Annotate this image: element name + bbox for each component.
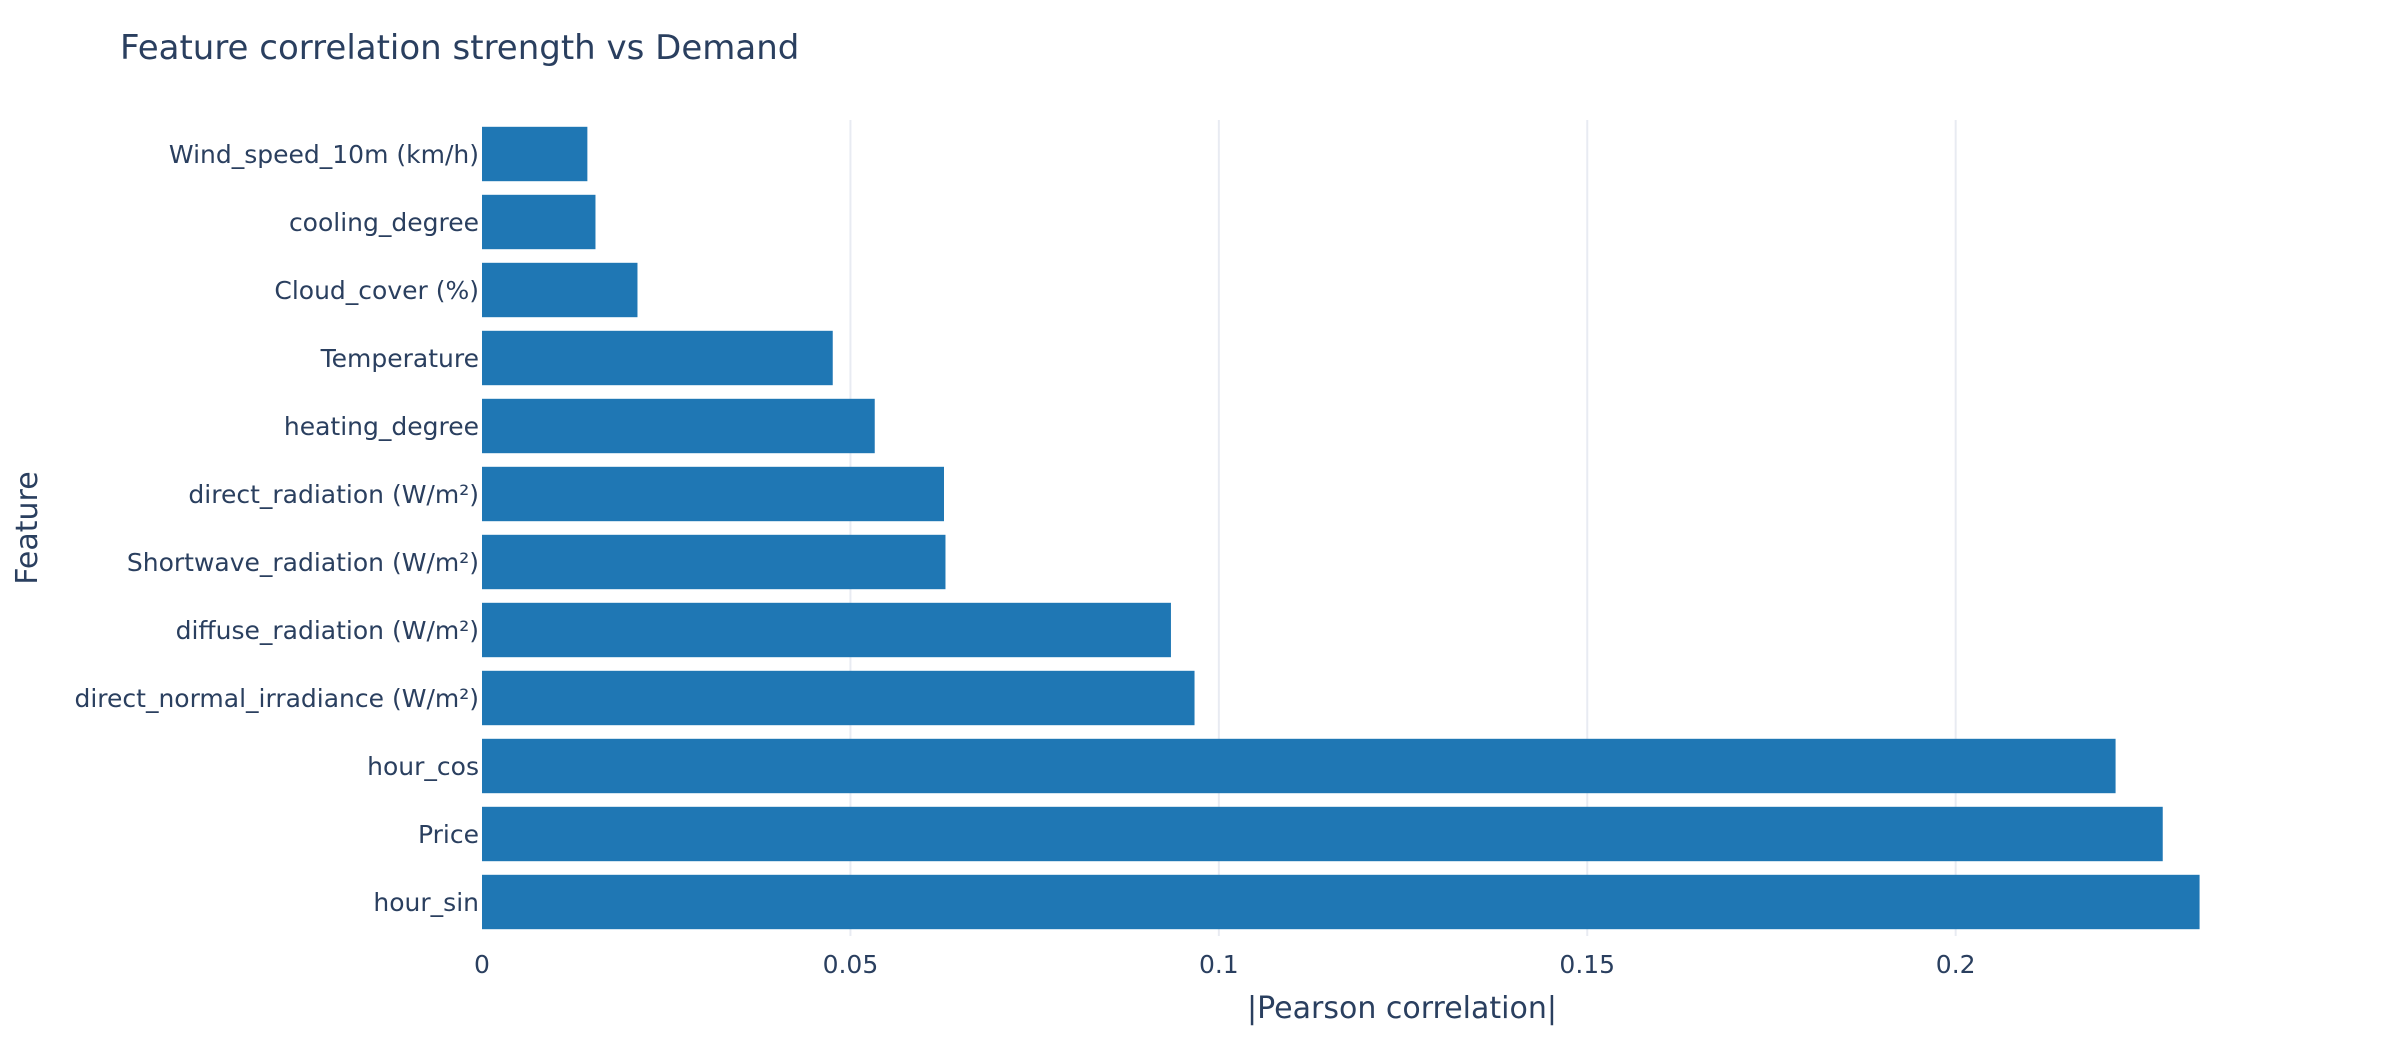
y-tick-label: cooling_degree [289,208,479,237]
bar[interactable] [482,330,833,386]
bar[interactable] [482,262,638,318]
bar[interactable] [482,466,944,522]
bar[interactable] [482,874,2200,930]
x-tick-labels: 0 0.05 0.1 0.15 0.2 [474,950,1976,979]
y-tick-label: heating_degree [284,412,479,441]
y-tick-label: direct_radiation (W/m²) [188,480,479,509]
bar[interactable] [482,602,1171,658]
bar[interactable] [482,126,588,182]
chart-title: Feature correlation strength vs Demand [120,28,799,68]
bar-layer [482,126,2200,930]
bar[interactable] [482,738,2116,794]
y-tick-label: hour_sin [373,888,479,917]
x-tick-label: 0.15 [1559,950,1615,979]
x-tick-label: 0 [474,950,490,979]
x-tick-label: 0.05 [823,950,879,979]
y-axis-title: Feature [10,471,45,584]
y-tick-label: diffuse_radiation (W/m²) [176,616,479,645]
y-tick-label: Wind_speed_10m (km/h) [169,140,479,169]
y-tick-label: direct_normal_irradiance (W/m²) [74,684,479,713]
bar[interactable] [482,398,875,454]
y-tick-label: Temperature [320,344,479,373]
bar[interactable] [482,534,946,590]
x-tick-label: 0.2 [1936,950,1976,979]
y-tick-label: Cloud_cover (%) [274,276,479,305]
x-axis-title: |Pearson correlation| [1247,991,1557,1026]
x-tick-label: 0.1 [1199,950,1239,979]
y-tick-label: Price [418,820,479,849]
bar[interactable] [482,670,1195,726]
y-tick-label: hour_cos [367,752,479,781]
y-tick-labels: Wind_speed_10m (km/h) cooling_degree Cloud… [74,140,479,917]
grid-layer [849,120,1957,936]
bar[interactable] [482,806,2163,862]
bar[interactable] [482,194,596,250]
y-tick-label: Shortwave_radiation (W/m²) [127,548,479,577]
